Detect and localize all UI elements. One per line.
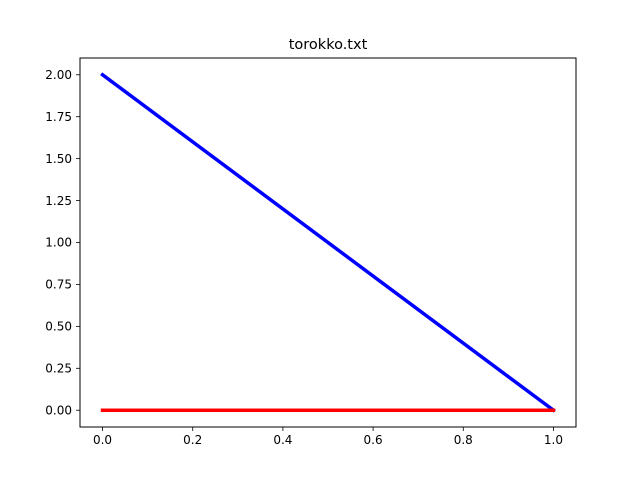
x-tick-label: 0.4 [273,433,292,447]
chart-title: torokko.txt [289,37,368,53]
y-tick-label: 2.00 [45,68,72,82]
y-tick-label: 0.75 [45,278,72,292]
y-tick-label: 1.50 [45,152,72,166]
y-axis: 0.00 0.25 0.50 0.75 1.00 1.25 1.50 1.75 2.00 [45,68,80,417]
x-axis: 0.0 0.2 0.4 0.6 0.8 1.0 [93,427,563,447]
x-tick-label: 0.0 [93,433,112,447]
y-tick-label: 1.25 [45,194,72,208]
y-tick-label: 0.00 [45,403,72,417]
x-tick-label: 0.2 [183,433,202,447]
y-tick-label: 0.50 [45,320,72,334]
series-line-1 [100,72,556,413]
y-tick-label: 1.00 [45,236,72,250]
y-tick-label: 1.75 [45,110,72,124]
x-tick-label: 1.0 [544,433,563,447]
x-tick-label: 0.6 [364,433,383,447]
y-tick-label: 0.25 [45,361,72,375]
x-tick-label: 0.8 [454,433,473,447]
series-layer [100,72,556,413]
